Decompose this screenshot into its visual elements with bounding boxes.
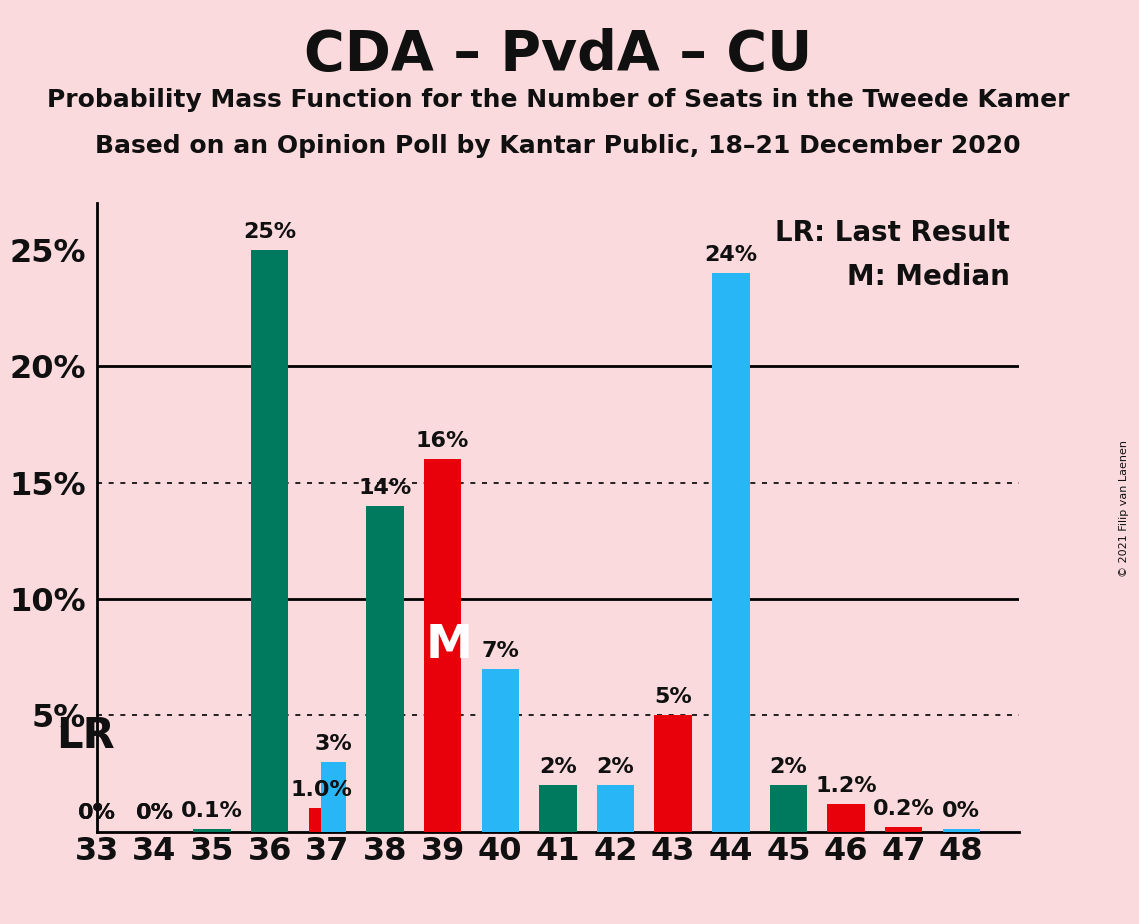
Text: 0%: 0%	[136, 804, 173, 823]
Text: 0%: 0%	[942, 801, 981, 821]
Bar	[712, 274, 749, 832]
Bar	[597, 785, 634, 832]
Bar	[251, 249, 288, 832]
Bar	[943, 829, 980, 832]
Text: Probability Mass Function for the Number of Seats in the Tweede Kamer: Probability Mass Function for the Number…	[47, 88, 1070, 112]
Text: 2%: 2%	[770, 757, 808, 777]
Bar	[309, 808, 334, 832]
Text: 5%: 5%	[654, 687, 693, 707]
Bar	[194, 829, 231, 832]
Text: LR: Last Result: LR: Last Result	[776, 219, 1010, 247]
Bar	[885, 827, 923, 832]
Text: 14%: 14%	[359, 478, 411, 498]
Text: 25%: 25%	[243, 222, 296, 242]
Bar	[321, 761, 346, 832]
Bar	[367, 505, 403, 832]
Text: 16%: 16%	[416, 432, 469, 451]
Text: M: M	[426, 623, 473, 668]
Bar	[482, 669, 519, 832]
Text: 0%: 0%	[77, 804, 116, 823]
Text: © 2021 Filip van Laenen: © 2021 Filip van Laenen	[1120, 440, 1129, 577]
Bar	[827, 804, 865, 832]
Bar	[770, 785, 808, 832]
Text: 1.0%: 1.0%	[290, 780, 352, 800]
Text: LR: LR	[57, 715, 115, 757]
Text: 0.2%: 0.2%	[872, 799, 935, 819]
Text: Based on an Opinion Poll by Kantar Public, 18–21 December 2020: Based on an Opinion Poll by Kantar Publi…	[96, 134, 1021, 158]
Text: M: Median: M: Median	[847, 263, 1010, 291]
Text: 0.1%: 0.1%	[181, 801, 243, 821]
Bar	[539, 785, 576, 832]
Text: CDA – PvdA – CU: CDA – PvdA – CU	[304, 28, 812, 81]
Text: 7%: 7%	[482, 640, 519, 661]
Text: 0%: 0%	[136, 804, 173, 823]
Text: 2%: 2%	[539, 757, 576, 777]
Text: 24%: 24%	[704, 245, 757, 265]
Bar	[424, 459, 461, 832]
Text: 0%: 0%	[77, 804, 116, 823]
Text: 1.2%: 1.2%	[816, 775, 877, 796]
Bar	[655, 715, 691, 832]
Text: 3%: 3%	[314, 734, 353, 754]
Text: 2%: 2%	[597, 757, 634, 777]
